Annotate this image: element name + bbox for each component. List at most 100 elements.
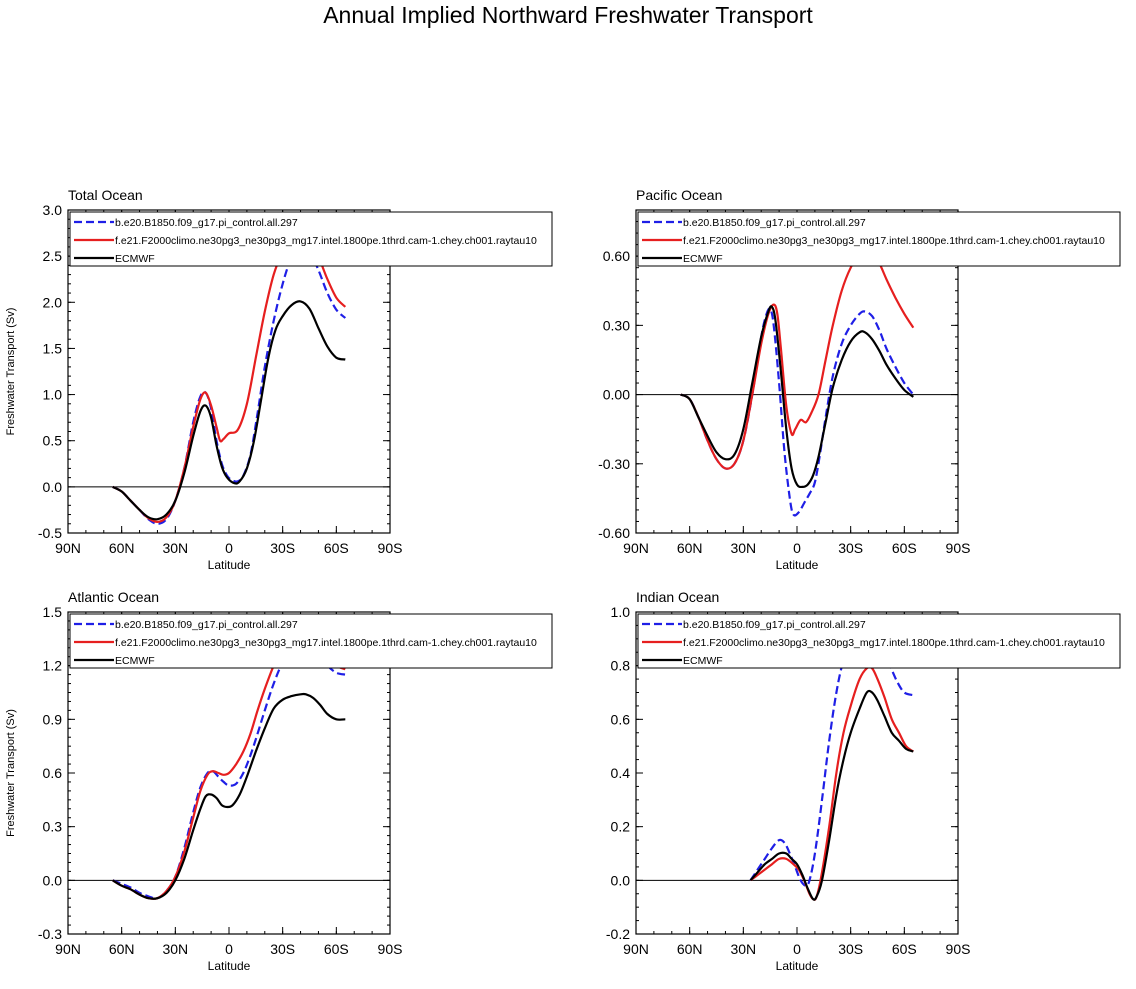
indian-ocean-series-b1850-control [749, 624, 914, 887]
total-ocean-x-tick-label: 60S [324, 540, 349, 556]
total-ocean-legend-label: ECMWF [115, 253, 155, 265]
pacific-ocean-series-b1850-control [680, 307, 915, 517]
atlantic-ocean-x-tick-label: 60S [324, 941, 349, 957]
pacific-ocean-panel: Pacific Ocean -0.60 -0.30 0.00 0.30 0.60 90N 60… [598, 187, 1121, 572]
figure-title: Annual Implied Northward Freshwater Tran… [323, 2, 813, 28]
indian-ocean-y-tick-label: 0.2 [611, 819, 631, 835]
indian-ocean-x-tick-label: 90N [623, 941, 649, 957]
pacific-ocean-x-tick-label: 60N [677, 540, 703, 556]
total-ocean-x-tick-label: 30N [162, 540, 188, 556]
atlantic-ocean-legend-label: ECMWF [115, 655, 155, 667]
atlantic-ocean-y-tick-label: 1.5 [43, 604, 63, 620]
atlantic-ocean-y-axis-label: Freshwater Transport (Sv) [5, 709, 17, 837]
pacific-ocean-title: Pacific Ocean [636, 187, 722, 203]
total-ocean-legend: b.e20.B1850.f09_g17.pi_control.all.297 f.… [69, 211, 553, 267]
atlantic-ocean-series-ecmwf [112, 692, 346, 900]
total-ocean-plot-frame [67, 209, 391, 534]
indian-ocean-panel: Indian Ocean -0.2 0.0 0.2 0.4 0.6 0.8 1.0 90N 60N… [606, 589, 1121, 973]
indian-ocean-x-tick-label: 30N [730, 941, 756, 957]
atlantic-ocean-series-b1850-control [112, 638, 346, 900]
total-ocean-x-tick-label: 30S [270, 540, 295, 556]
indian-ocean-x-tick-label: 60S [892, 941, 917, 957]
indian-ocean-series-f2000-raytau10 [749, 665, 914, 901]
indian-ocean-y-tick-label: 0.0 [611, 872, 631, 888]
indian-ocean-plot-frame [635, 611, 959, 935]
total-ocean-y-tick-label: 1.5 [43, 340, 63, 356]
total-ocean-panel: Total Ocean -0.5 0.0 0.5 1.0 1.5 2.0 2.5 3.0 90N 6… [5, 187, 553, 572]
atlantic-ocean-panel: Atlantic Ocean -0.3 0.0 0.3 0.6 0.9 1.2 1.5 90N 6… [5, 589, 553, 973]
total-ocean-series-ecmwf [112, 300, 346, 521]
total-ocean-x-axis-label: Latitude [208, 558, 251, 572]
atlantic-ocean-y-tick-label: 0.6 [43, 765, 63, 781]
pacific-ocean-plot-frame [635, 209, 959, 534]
atlantic-ocean-series-f2000-raytau10 [112, 628, 346, 900]
pacific-ocean-x-tick-label: 0 [793, 540, 801, 556]
pacific-ocean-legend-box [637, 211, 1121, 267]
pacific-ocean-y-tick-label: -0.30 [598, 456, 630, 472]
indian-ocean-y-tick-label: 0.8 [611, 658, 631, 674]
atlantic-ocean-legend-box [69, 613, 553, 669]
total-ocean-y-tick-label: 2.0 [43, 294, 63, 310]
indian-ocean-legend-label: ECMWF [683, 655, 723, 667]
total-ocean-series-b1850-control [112, 242, 347, 525]
total-ocean-y-axis-label: Freshwater Transport (Sv) [5, 308, 17, 436]
total-ocean-y-tick-label: 0.0 [43, 479, 63, 495]
pacific-ocean-x-tick-label: 90S [946, 540, 971, 556]
pacific-ocean-x-tick-label: 90N [623, 540, 649, 556]
pacific-ocean-y-tick-label: 0.60 [603, 248, 630, 264]
total-ocean-legend-label: f.e21.F2000climo.ne30pg3_ne30pg3_mg17.in… [115, 235, 537, 247]
indian-ocean-legend-label: b.e20.B1850.f09_g17.pi_control.all.297 [683, 619, 866, 631]
indian-ocean-y-tick-label: -0.2 [606, 926, 630, 942]
atlantic-ocean-x-axis-label: Latitude [208, 959, 251, 973]
pacific-ocean-legend-label: f.e21.F2000climo.ne30pg3_ne30pg3_mg17.in… [683, 235, 1105, 247]
indian-ocean-y-tick-label: 0.4 [611, 765, 631, 781]
indian-ocean-x-tick-label: 30S [838, 941, 863, 957]
indian-ocean-x-axis-label: Latitude [776, 959, 819, 973]
indian-ocean-x-tick-label: 60N [677, 941, 703, 957]
total-ocean-legend-box [69, 211, 553, 267]
indian-ocean-series-ecmwf [749, 689, 914, 901]
pacific-ocean-y-tick-label: -0.60 [598, 525, 630, 541]
pacific-ocean-y-tick-label: 0.30 [603, 317, 630, 333]
pacific-ocean-legend: b.e20.B1850.f09_g17.pi_control.all.297 f.… [637, 211, 1121, 267]
atlantic-ocean-y-tick-label: -0.3 [38, 926, 62, 942]
atlantic-ocean-y-tick-label: 1.2 [43, 658, 63, 674]
atlantic-ocean-x-tick-label: 30N [162, 941, 188, 957]
atlantic-ocean-x-tick-label: 90N [55, 941, 81, 957]
atlantic-ocean-legend-label: b.e20.B1850.f09_g17.pi_control.all.297 [115, 619, 298, 631]
indian-ocean-x-tick-label: 90S [946, 941, 971, 957]
pacific-ocean-x-tick-label: 30S [838, 540, 863, 556]
total-ocean-y-tick-label: 0.5 [43, 433, 63, 449]
atlantic-ocean-x-tick-label: 60N [109, 941, 135, 957]
indian-ocean-y-tick-label: 1.0 [611, 604, 631, 620]
total-ocean-x-tick-label: 90N [55, 540, 81, 556]
atlantic-ocean-legend-label: f.e21.F2000climo.ne30pg3_ne30pg3_mg17.in… [115, 637, 537, 649]
atlantic-ocean-title: Atlantic Ocean [68, 589, 159, 605]
pacific-ocean-legend-label: ECMWF [683, 253, 723, 265]
total-ocean-y-tick-label: 1.0 [43, 387, 63, 403]
total-ocean-x-tick-label: 90S [378, 540, 403, 556]
total-ocean-x-tick-label: 60N [109, 540, 135, 556]
indian-ocean-legend-box [637, 613, 1121, 669]
pacific-ocean-series-f2000-raytau10 [680, 247, 915, 470]
atlantic-ocean-x-tick-label: 30S [270, 941, 295, 957]
total-ocean-legend-label: b.e20.B1850.f09_g17.pi_control.all.297 [115, 217, 298, 229]
total-ocean-y-tick-label: 3.0 [43, 202, 63, 218]
pacific-ocean-x-axis-label: Latitude [776, 558, 819, 572]
pacific-ocean-series-ecmwf [680, 305, 914, 489]
indian-ocean-x-tick-label: 0 [793, 941, 801, 957]
pacific-ocean-x-tick-label: 60S [892, 540, 917, 556]
atlantic-ocean-x-tick-label: 90S [378, 941, 403, 957]
atlantic-ocean-legend: b.e20.B1850.f09_g17.pi_control.all.297 f.… [69, 613, 553, 669]
pacific-ocean-x-tick-label: 30N [730, 540, 756, 556]
indian-ocean-legend: b.e20.B1850.f09_g17.pi_control.all.297 f.… [637, 613, 1121, 669]
pacific-ocean-legend-label: b.e20.B1850.f09_g17.pi_control.all.297 [683, 217, 866, 229]
indian-ocean-title: Indian Ocean [636, 589, 719, 605]
pacific-ocean-y-tick-label: 0.00 [603, 387, 630, 403]
atlantic-ocean-x-tick-label: 0 [225, 941, 233, 957]
atlantic-ocean-y-tick-label: 0.0 [43, 872, 63, 888]
total-ocean-x-tick-label: 0 [225, 540, 233, 556]
total-ocean-y-tick-label: 2.5 [43, 248, 63, 264]
total-ocean-y-tick-label: -0.5 [38, 525, 62, 541]
